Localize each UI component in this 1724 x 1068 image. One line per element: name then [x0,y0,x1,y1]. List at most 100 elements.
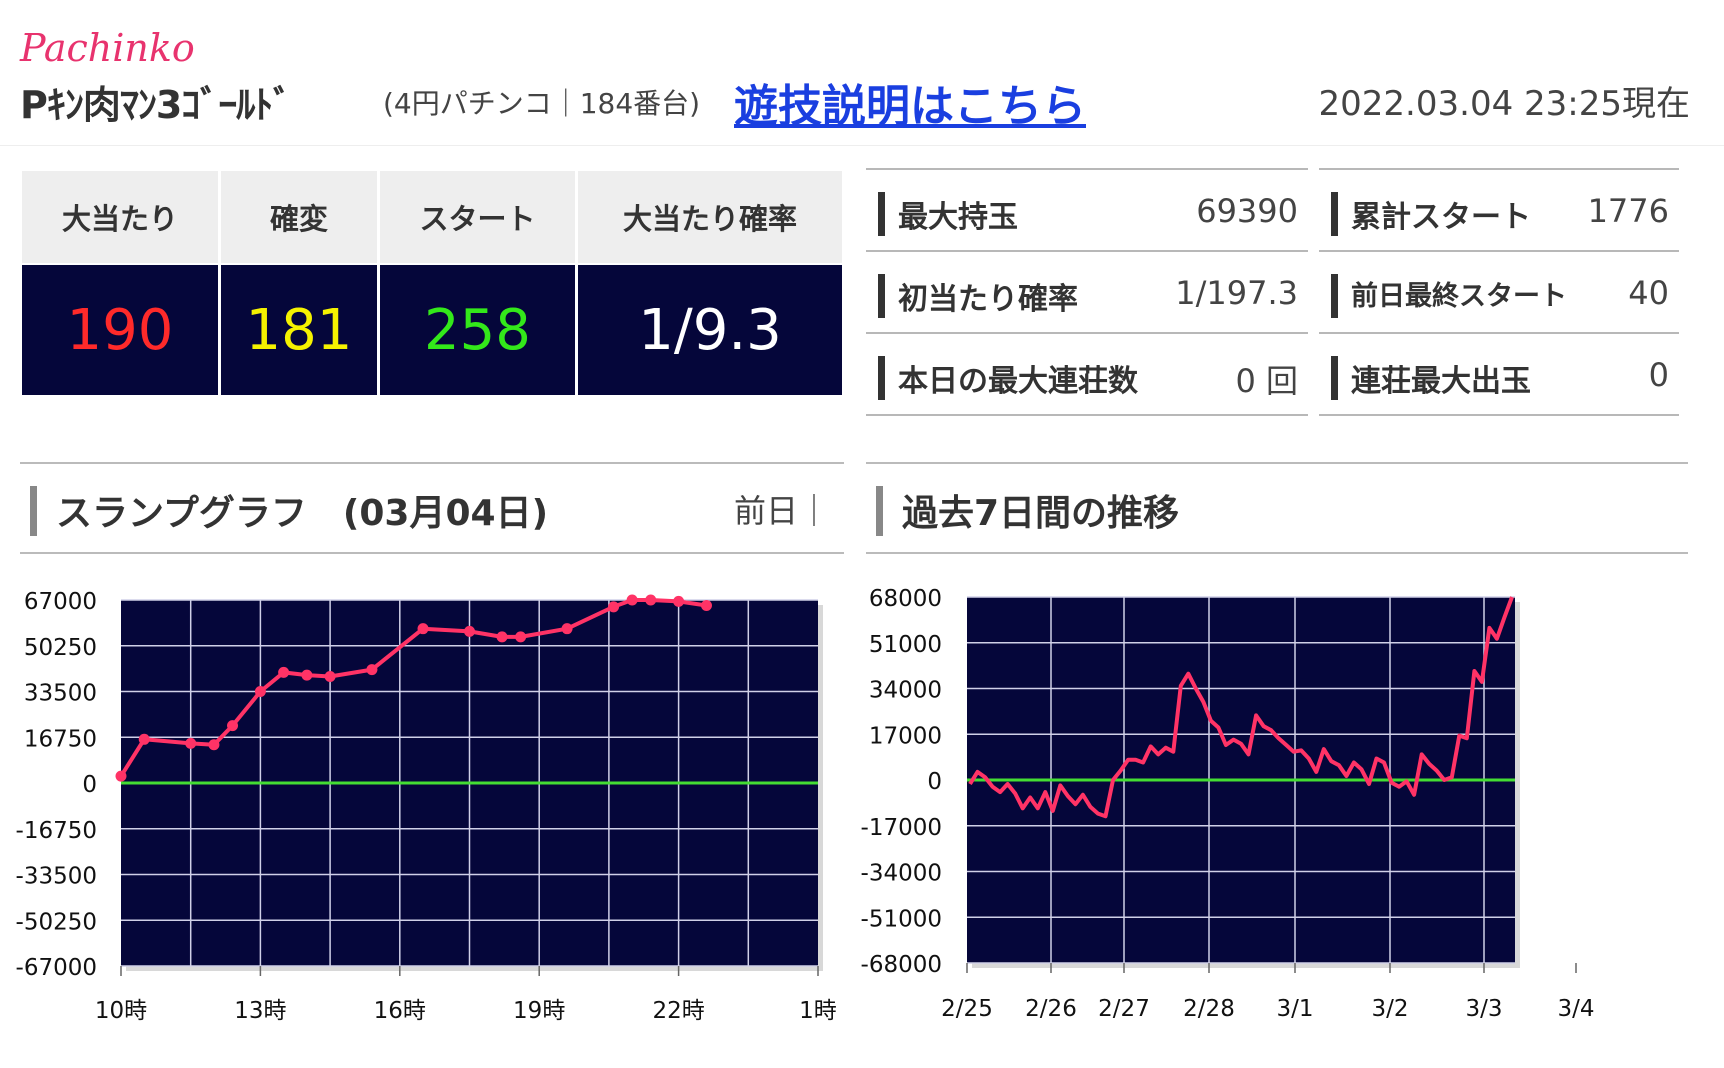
y-tick-label: -67000 [16,955,97,981]
y-tick-label: -16750 [16,818,97,844]
count-header-kakuhen: 確変 [221,171,377,263]
y-tick-label: 67000 [24,589,97,615]
y-tick-label: 34000 [869,678,942,704]
data-point [417,623,429,635]
week-graph-title: 過去7日間の推移 [902,493,1180,534]
stat-divider [1319,414,1679,416]
y-tick-label: 50250 [24,635,97,661]
stat-label: 初当たり確率 [898,282,1078,317]
stat-label: 累計スタート [1351,200,1531,235]
y-tick-label: 16750 [24,726,97,752]
stat-max-streak: 本日の最大連荘数 0 回 [866,332,1308,414]
x-tick-label: 22時 [652,998,704,1024]
week-chart: 68000 51000 34000 17000 0 -17000 -34000 -51000 -… [861,586,1595,1022]
x-tick-label: 19時 [513,998,565,1024]
stat-first-hit-prob: 初当たり確率 1/197.3 [866,250,1308,332]
stat-label: 最大持玉 [898,200,1018,235]
stat-total-start: 累計スタート 1776 [1319,168,1679,250]
y-tick-label: -68000 [861,952,942,978]
stat-bar [878,274,885,318]
data-point [496,631,508,643]
count-value-jackpot: 190 [22,265,218,395]
counts-table: 大当たり 確変 スタート 大当たり確率 190 181 258 1/9.3 [22,171,842,395]
stat-max-balls: 最大持玉 69390 [866,168,1308,250]
stat-value: 0 [1648,356,1669,394]
data-point [115,770,127,782]
brand-logo: Pachinko [20,26,195,70]
y-tick-label: 33500 [24,681,97,707]
timestamp: 2022.03.04 23:25現在 [1318,84,1690,124]
stat-label: 連荘最大出玉 [1351,364,1531,399]
x-tick-label: 10時 [95,998,147,1024]
count-value-kakuhen: 181 [221,265,377,395]
stat-max-streak-payout: 連荘最大出玉 0 [1319,332,1679,414]
stat-prev-final-start: 前日最終スタート 40 [1319,250,1679,332]
data-point [561,623,573,635]
data-point [464,625,475,637]
x-tick-label: 2/25 [941,996,993,1022]
slump-graph-title: スランプグラフ (03月04日) [56,493,549,534]
data-point [254,686,266,697]
x-tick-label: 2/26 [1025,996,1077,1022]
x-tick-label: 1時 [799,998,837,1024]
y-tick-label: -34000 [861,861,942,887]
header-divider [0,145,1724,146]
data-point [301,669,313,681]
y-tick-label: -17000 [861,815,942,841]
data-point [700,599,712,611]
stat-value: 69390 [1196,192,1298,230]
stat-bar [878,356,885,400]
data-point [645,594,657,606]
stat-label: 前日最終スタート [1351,281,1567,312]
stat-bar [1331,192,1338,236]
x-tick-label: 3/1 [1276,996,1313,1022]
x-tick-label: 2/27 [1098,996,1150,1022]
stat-label: 本日の最大連荘数 [898,364,1138,399]
y-tick-label: -51000 [861,906,942,932]
x-tick-label: 3/4 [1557,996,1594,1022]
machine-name: Pｷﾝ肉ﾏﾝ3ｺﾞｰﾙﾄﾞ [20,83,292,127]
slump-chart: 67000 50250 33500 16750 0 -16750 -33500 -50250 -… [16,589,837,1024]
x-tick-label: 2/28 [1183,996,1235,1022]
data-point [185,737,197,749]
y-tick-label: 68000 [869,586,942,612]
data-point [208,739,220,751]
y-tick-label: -33500 [16,864,97,890]
data-point [515,631,527,643]
section-bar [876,486,883,536]
stat-bar [1331,356,1338,400]
howto-link[interactable]: 遊技説明はこちら [734,81,1086,132]
stat-value: 0 回 [1235,362,1298,400]
data-point [366,664,378,676]
stat-divider [866,414,1308,416]
prev-day-link[interactable]: 前日｜ [733,492,830,530]
week-graph-header: 過去7日間の推移 [866,462,1688,554]
stat-value: 1776 [1587,192,1669,230]
data-point [227,720,239,732]
slump-graph-header: スランプグラフ (03月04日) 前日｜ [20,462,844,554]
y-tick-label: 51000 [869,632,942,658]
section-bar [30,486,37,536]
x-tick-label: 16時 [374,998,426,1024]
stat-value: 40 [1628,274,1669,312]
machine-sub-info: (4円パチンコ｜184番台) [383,87,701,120]
data-point [608,601,620,613]
x-tick-label: 3/2 [1371,996,1408,1022]
count-value-probability: 1/9.3 [578,265,842,395]
count-header-start: スタート [380,171,575,263]
data-point [673,595,685,607]
count-value-start: 258 [380,265,575,395]
y-tick-label: 17000 [869,723,942,749]
y-tick-label: 0 [82,772,97,798]
x-tick-label: 3/3 [1465,996,1502,1022]
count-header-probability: 大当たり確率 [578,171,842,263]
stat-bar [1331,274,1338,318]
stat-value: 1/197.3 [1175,274,1298,312]
y-tick-label: -50250 [16,909,97,935]
count-header-jackpot: 大当たり [22,171,218,263]
x-tick-label: 13時 [234,998,286,1024]
data-point [278,666,290,678]
series-line [968,596,1514,819]
stat-bar [878,192,885,236]
y-tick-label: 0 [927,769,942,795]
